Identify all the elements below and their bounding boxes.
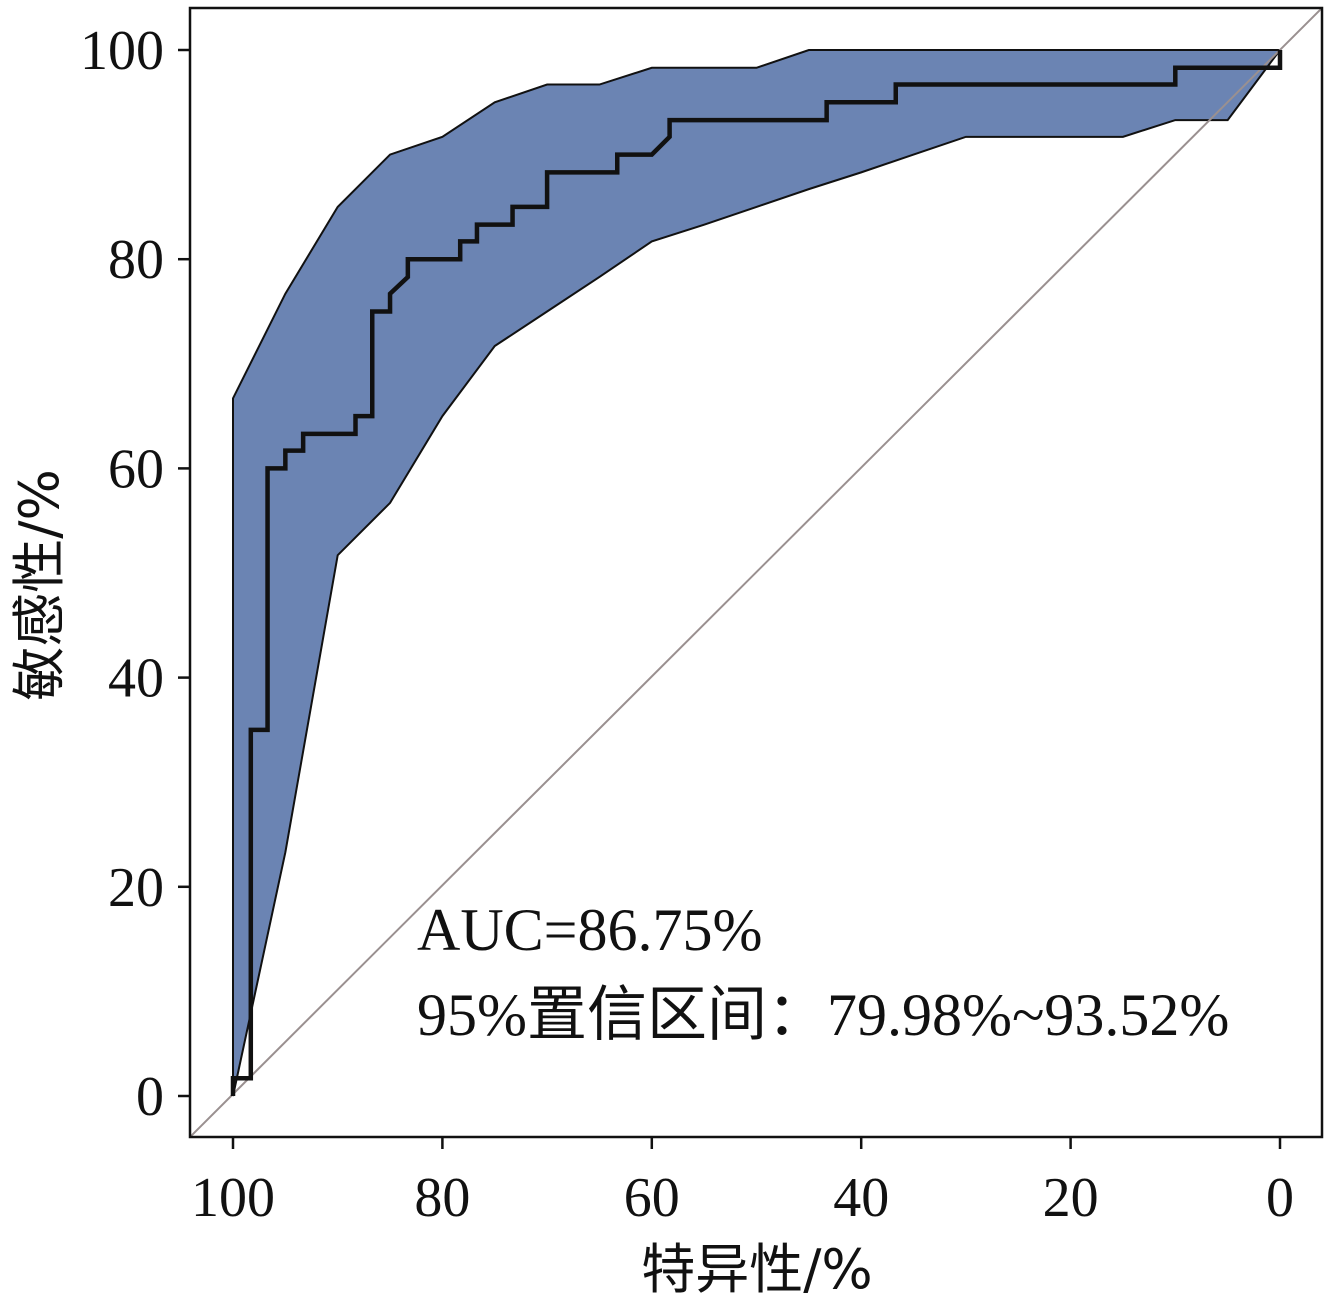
plot-layer [190, 8, 1322, 1137]
x-tick-label: 80 [414, 1167, 470, 1229]
roc-curve [230, 50, 1283, 1096]
x-tick-label: 20 [1043, 1167, 1099, 1229]
reference-diagonal [190, 8, 1322, 1137]
y-tick-label: 40 [108, 648, 164, 710]
x-tick-label: 60 [624, 1167, 680, 1229]
x-tick-label: 0 [1266, 1167, 1294, 1229]
x-tick-label: 100 [191, 1167, 275, 1229]
y-tick-label: 0 [136, 1066, 164, 1128]
y-tick-label: 80 [108, 229, 164, 291]
x-tick-label: 40 [833, 1167, 889, 1229]
y-axis-title: 敏感性/% [8, 469, 71, 701]
y-tick-label: 20 [108, 857, 164, 919]
plot-frame [188, 6, 1324, 1139]
auc-annotation: AUC=86.75% [417, 897, 763, 963]
y-tick-label: 100 [80, 20, 164, 82]
ci-annotation: 95%置信区间：79.98%~93.52% [417, 982, 1229, 1048]
x-axis-title: 特异性/% [641, 1238, 873, 1299]
axis-layer: 100 80 60 40 20 0 0 20 40 60 80 100 [80, 6, 1324, 1229]
y-tick-label: 60 [108, 438, 164, 500]
